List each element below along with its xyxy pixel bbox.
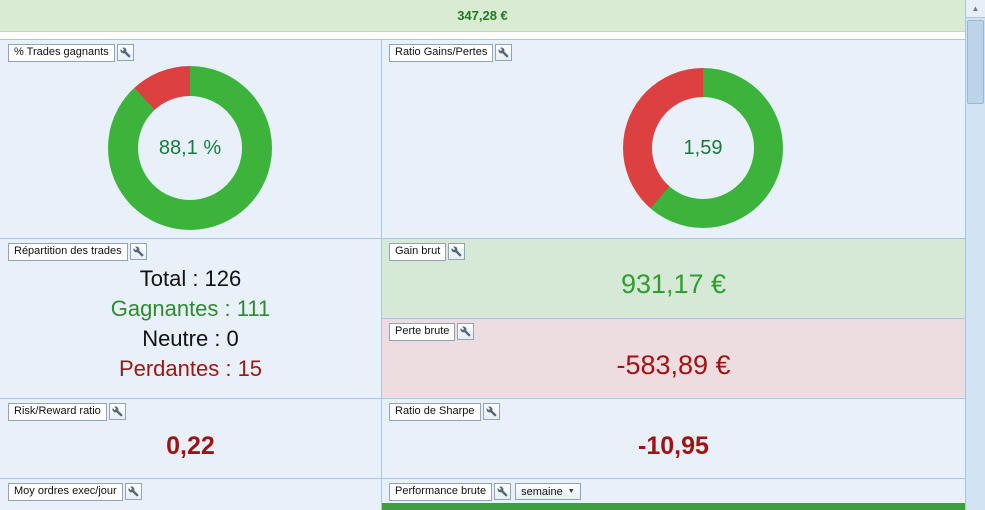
wrench-icon — [460, 326, 471, 337]
gross-loss-settings-button[interactable] — [457, 323, 475, 340]
stat-row-winners: Gagnantes : 111 — [110, 296, 271, 321]
period-dropdown-label: semaine — [521, 485, 563, 498]
wrench-icon — [112, 406, 123, 417]
stat-row-neutral: Neutre : 0 — [142, 326, 239, 351]
scroll-up-button[interactable]: ▲ — [966, 0, 985, 18]
summary-bar: 347,28 € — [0, 0, 965, 32]
stat-row-total: Total : 126 — [139, 266, 242, 291]
gain-loss-ratio-center-value: 1,59 — [683, 136, 723, 159]
gross-gain-panel-label: Gain brut — [389, 243, 447, 261]
period-dropdown[interactable]: semaine ▼ — [515, 483, 581, 500]
wrench-icon — [485, 406, 497, 417]
risk-reward-settings-button[interactable] — [108, 403, 126, 420]
up-arrow-icon: ▲ — [971, 4, 980, 13]
grid-line — [0, 398, 965, 399]
wrench-icon — [451, 246, 462, 257]
winrate-panel-label: % Trades gagnants — [8, 44, 115, 62]
gain-loss-ratio-panel-label: Ratio Gains/Pertes — [389, 44, 494, 62]
gain-loss-ratio-donut-chart: 1,59 — [623, 68, 783, 228]
winrate-settings-button[interactable] — [116, 44, 134, 61]
wrench-icon — [120, 47, 131, 58]
gross-loss-panel — [382, 319, 965, 398]
wrench-icon — [133, 246, 144, 257]
trade-repartition-stats: Total : 126 Gagnantes : 111 Neutre : 0 P… — [0, 264, 381, 384]
panel-header-risk-reward: Risk/Reward ratio — [8, 403, 126, 421]
panel-header-gross-loss: Perte brute — [389, 323, 475, 341]
stat-row-losers: Perdantes : 15 — [118, 356, 263, 381]
repartition-panel-label: Répartition des trades — [8, 243, 128, 261]
panel-header-sharpe: Ratio de Sharpe — [389, 403, 500, 421]
vertical-scrollbar[interactable]: ▲ — [965, 0, 985, 510]
sharpe-value: -10,95 — [638, 432, 709, 460]
wrench-icon — [497, 486, 508, 497]
chevron-down-icon: ▼ — [567, 488, 575, 495]
panel-header-gross-performance: Performance brute semaine ▼ — [389, 483, 581, 501]
gross-loss-panel-label: Perte brute — [389, 323, 456, 341]
total-result-value: 347,28 € — [457, 8, 508, 23]
gain-loss-ratio-settings-button[interactable] — [495, 44, 513, 61]
gross-loss-value: -583,89 € — [616, 350, 731, 380]
wrench-icon — [128, 486, 139, 497]
wrench-icon — [498, 47, 509, 58]
gross-gain-settings-button[interactable] — [448, 243, 466, 260]
gross-gain-value: 931,17 € — [620, 269, 727, 299]
panel-header-winrate: % Trades gagnants — [8, 44, 134, 62]
performance-chart-header-bar — [382, 503, 965, 510]
sharpe-settings-button[interactable] — [482, 403, 500, 420]
winrate-center-value: 88,1 % — [158, 136, 222, 159]
grid-line — [381, 39, 382, 510]
sharpe-panel-label: Ratio de Sharpe — [389, 403, 481, 421]
avg-orders-panel-label: Moy ordres exec/jour — [8, 483, 123, 501]
repartition-settings-button[interactable] — [129, 243, 147, 260]
grid-line — [0, 238, 965, 239]
grid-line — [381, 318, 965, 319]
risk-reward-panel-label: Risk/Reward ratio — [8, 403, 107, 421]
scrollbar-thumb[interactable] — [967, 20, 984, 104]
gain-loss-ratio-donut-hole: 1,59 — [652, 97, 754, 199]
gross-gain-panel — [382, 239, 965, 318]
winrate-donut-chart: 88,1 % — [108, 66, 272, 230]
avg-orders-settings-button[interactable] — [124, 483, 142, 500]
gross-performance-panel-label: Performance brute — [389, 483, 493, 501]
panel-header-gain-loss-ratio: Ratio Gains/Pertes — [389, 44, 513, 62]
panel-header-repartition: Répartition des trades — [8, 243, 147, 261]
grid-line — [0, 39, 965, 40]
gross-performance-settings-button[interactable] — [494, 483, 512, 500]
winrate-donut-hole: 88,1 % — [138, 96, 242, 200]
risk-reward-value: 0,22 — [166, 432, 215, 460]
panel-header-gross-gain: Gain brut — [389, 243, 466, 261]
grid-line — [0, 478, 965, 479]
panel-header-avg-orders: Moy ordres exec/jour — [8, 483, 142, 501]
